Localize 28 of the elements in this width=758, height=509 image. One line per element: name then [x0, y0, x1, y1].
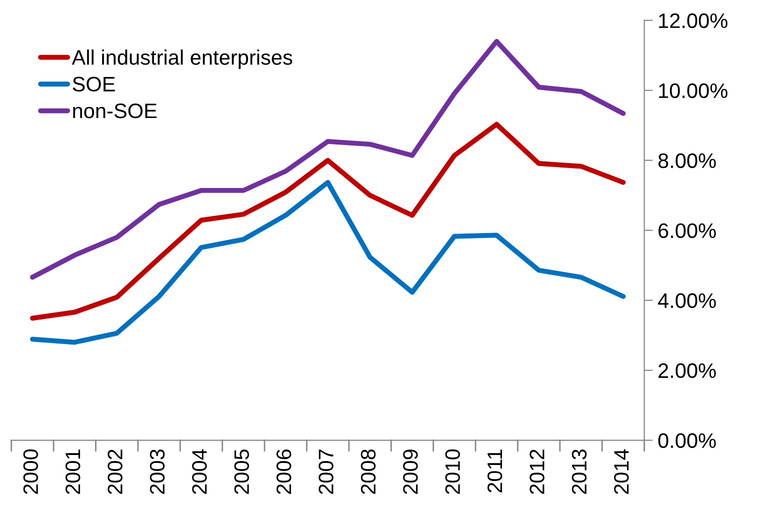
y-tick-label: 10.00%	[659, 83, 728, 98]
y-tick-label: 12.00%	[659, 13, 728, 28]
y-tick-label: 8.00%	[658, 153, 716, 168]
x-tick-label: 2011	[487, 450, 502, 492]
y-tick-label: 0.00%	[658, 433, 716, 448]
legend-label: All industrial enterprises	[72, 50, 292, 69]
x-tick-label: 2014	[614, 449, 629, 494]
x-tick-label: 2002	[108, 450, 122, 494]
x-tick-label: 2001	[66, 450, 80, 494]
x-tick-label: 2008	[360, 450, 376, 494]
y-tick-label: 2.00%	[658, 363, 716, 378]
y-tick-label: 4.00%	[658, 293, 716, 308]
x-tick-label: 2013	[572, 450, 587, 494]
y-tick-label: 6.00%	[658, 223, 716, 238]
legend-label: SOE	[72, 76, 115, 92]
line-series	[30, 38, 626, 280]
x-tick-label: 2012	[530, 450, 544, 494]
line-series	[30, 122, 626, 321]
x-tick-label: 2005	[234, 449, 250, 494]
x-tick-label: 2007	[318, 450, 334, 494]
line-series	[30, 180, 626, 345]
legend-label: non-SOE	[73, 104, 157, 118]
x-tick-label: 2010	[445, 449, 460, 494]
x-tick-label: 2004	[192, 449, 207, 494]
x-tick-label: 2006	[276, 450, 292, 494]
x-tick-label: 2000	[23, 449, 38, 494]
x-tick-label: 2003	[150, 450, 165, 494]
x-tick-label: 2009	[403, 450, 418, 494]
